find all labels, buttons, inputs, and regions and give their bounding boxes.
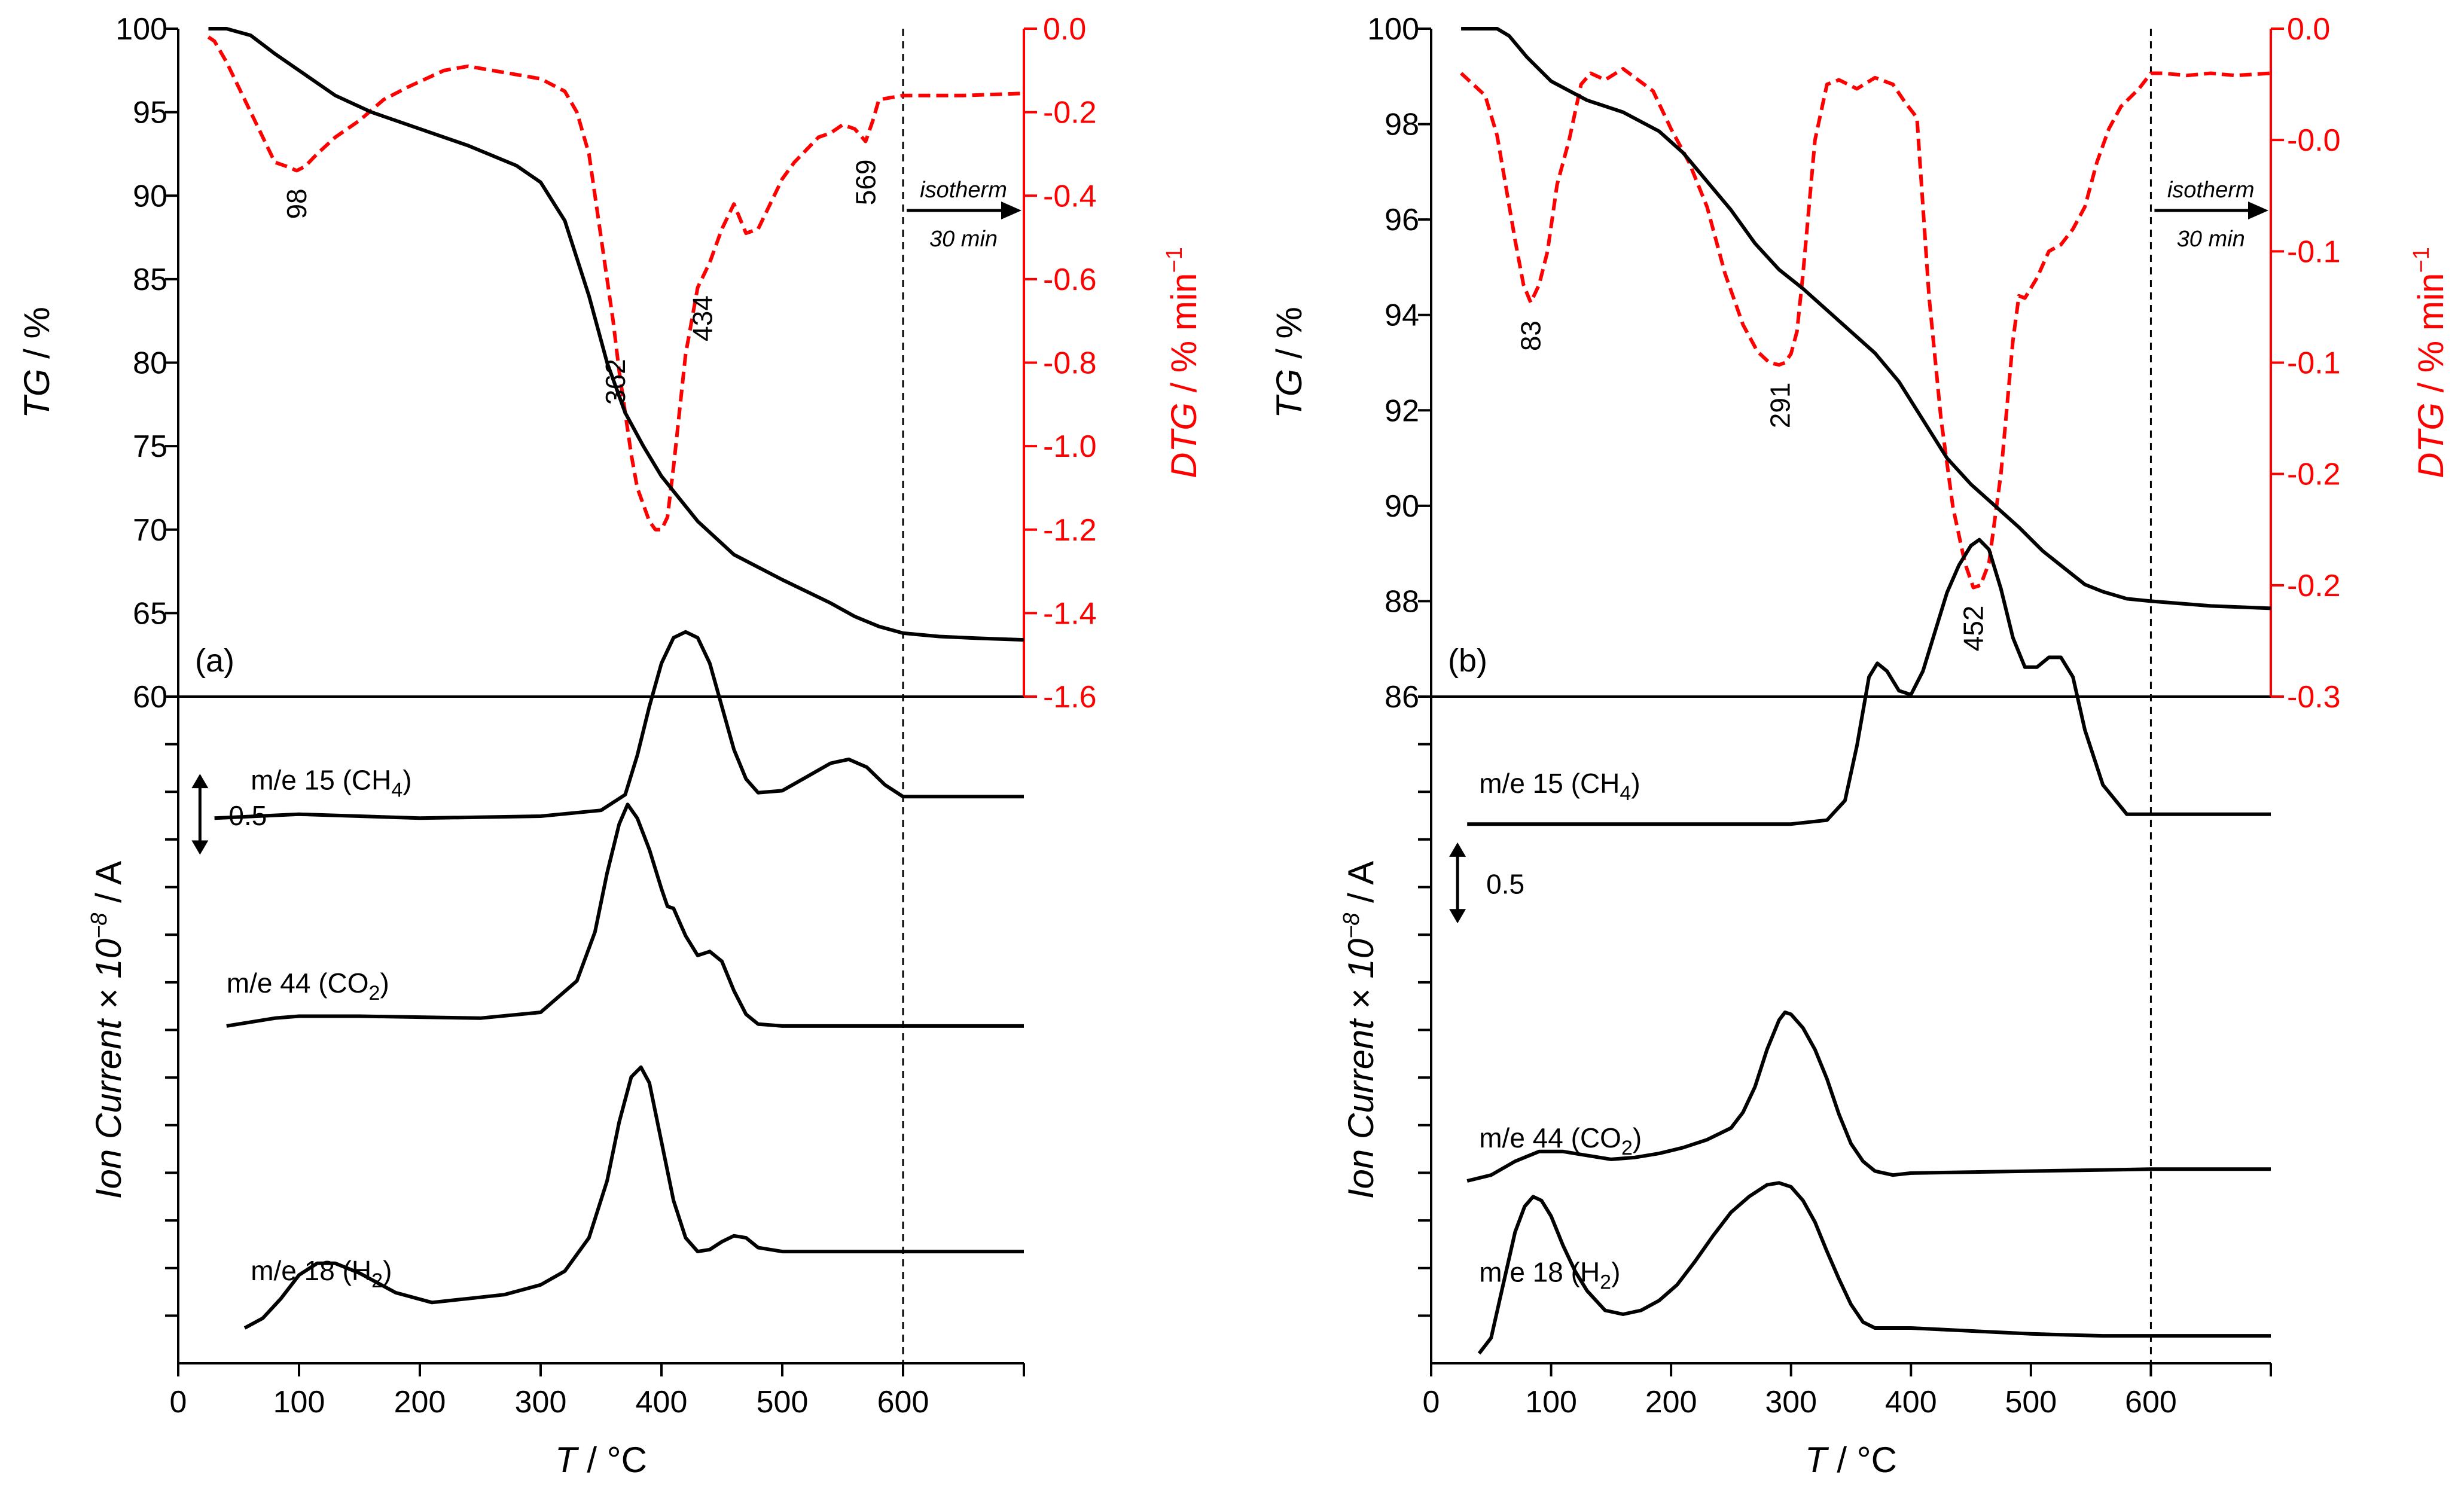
scale-bar-arrow-down xyxy=(1449,909,1466,924)
tg-tick-label: 90 xyxy=(133,179,167,213)
ms-line xyxy=(1467,538,2271,826)
tg-tick-label: 85 xyxy=(133,262,167,297)
x-tick-label: 400 xyxy=(636,1385,688,1419)
x-tick-label: 600 xyxy=(877,1385,929,1419)
scale-bar-arrow-up xyxy=(1449,842,1466,857)
ms-line xyxy=(1477,1181,2271,1355)
tg-tick-label: 86 xyxy=(1385,680,1419,715)
ms-series-label: m/e 18 (H2) xyxy=(1479,1257,1620,1294)
tg-tick-label: 92 xyxy=(1385,393,1419,428)
ms-line xyxy=(226,802,1024,1028)
tg-tick-label: 96 xyxy=(1385,203,1419,237)
ms-series-label: m/e 44 (CO2) xyxy=(227,967,389,1005)
scale-bar-arrow-down xyxy=(191,840,209,855)
x-tick-label: 400 xyxy=(1885,1385,1937,1419)
ms-series-label: m/e 18 (H2) xyxy=(251,1255,392,1292)
dtg-peak-label: 434 xyxy=(687,295,718,341)
tg-axis-title: TG / % xyxy=(1269,307,1309,419)
dtg-tick-label: -0.1 xyxy=(2287,346,2341,381)
dtg-peak-label: 452 xyxy=(1958,606,1989,652)
isotherm-duration: 30 min xyxy=(2177,227,2245,252)
isotherm-arrowhead xyxy=(1001,202,1021,219)
panel-b: 0 100 200 300 400 500 600 T / °C 86 88 90 92 94 96 98 1… xyxy=(1269,12,2451,1480)
isotherm-arrowhead xyxy=(2248,202,2268,219)
x-axis-title: T / °C xyxy=(555,1440,647,1480)
tg-tick-label: 100 xyxy=(115,12,167,47)
dtg-peak-label: 291 xyxy=(1765,382,1796,428)
tg-line xyxy=(1461,27,2271,610)
tg-tick-label: 100 xyxy=(1367,12,1419,47)
ms-line xyxy=(1466,1011,2271,1183)
dtg-line xyxy=(1460,67,2271,590)
tg-tick-label: 65 xyxy=(133,596,167,631)
x-tick-label: 200 xyxy=(394,1385,446,1419)
ms-series-label: m/e 15 (CH4) xyxy=(1479,768,1640,805)
dtg-tick-label: 0.0 xyxy=(1043,12,1086,47)
dtg-peak-label: 83 xyxy=(1515,320,1546,351)
tg-tick-label: 60 xyxy=(133,680,167,715)
dtg-axis-title: DTG / % min−1 xyxy=(2409,247,2451,478)
tg-tick-label: 95 xyxy=(133,96,167,130)
tg-tick-label: 88 xyxy=(1385,584,1419,619)
dtg-tick-label: -1.4 xyxy=(1043,596,1097,631)
x-tick-label: 600 xyxy=(2125,1385,2177,1419)
panel-a: 0 100 200 300 400 500 600 T / °C 60 65 70 75 80 85 90 9… xyxy=(17,12,1204,1480)
tg-tick-label: 90 xyxy=(1385,489,1419,524)
dtg-tick-label: -0.6 xyxy=(1043,262,1097,297)
ion-current-axis-title: Ion Current × 10−8 / A xyxy=(87,861,129,1199)
x-tick-label: 0 xyxy=(1423,1385,1440,1419)
x-tick-label: 200 xyxy=(1645,1385,1697,1419)
dtg-tick-label: -1.0 xyxy=(1043,429,1097,464)
dtg-tick-label: -0.8 xyxy=(1043,346,1097,381)
isotherm-duration: 30 min xyxy=(929,227,998,252)
x-tick-label: 0 xyxy=(170,1385,187,1419)
tg-tick-label: 98 xyxy=(1385,108,1419,142)
scale-bar-label: 0.5 xyxy=(1486,869,1524,900)
dtg-peak-label: 362 xyxy=(600,359,631,405)
dtg-tick-label: -0.1 xyxy=(2287,234,2341,269)
dtg-tick-label: -0.2 xyxy=(1043,96,1097,130)
x-tick-label: 500 xyxy=(2005,1385,2057,1419)
x-axis-title: T / °C xyxy=(1805,1440,1897,1480)
dtg-peak-label: 98 xyxy=(281,188,312,219)
panel-label: (b) xyxy=(1448,643,1487,679)
tg-tick-label: 80 xyxy=(133,346,167,381)
x-tick-label: 300 xyxy=(515,1385,567,1419)
ms-line xyxy=(214,630,1024,820)
scale-bar-arrow-up xyxy=(191,774,209,789)
ms-series-label: m/e 44 (CO2) xyxy=(1479,1122,1642,1159)
dtg-tick-label: -1.2 xyxy=(1043,513,1097,548)
ion-current-axis-title: Ion Current × 10−8 / A xyxy=(1339,861,1381,1199)
x-tick-label: 500 xyxy=(757,1385,809,1419)
tg-tick-label: 94 xyxy=(1385,298,1419,333)
dtg-peak-label: 569 xyxy=(850,159,881,205)
dtg-tick-label: -0.2 xyxy=(2287,457,2341,492)
dtg-tick-label: -0.3 xyxy=(2287,680,2341,715)
tg-axis-title: TG / % xyxy=(17,307,57,419)
x-tick-label: 100 xyxy=(1525,1385,1577,1419)
dtg-line xyxy=(207,35,1024,532)
ms-line xyxy=(243,1065,1024,1330)
scale-bar-label: 0.5 xyxy=(228,800,267,831)
dtg-tick-label: -1.6 xyxy=(1043,680,1097,715)
dtg-axis-title: DTG / % min−1 xyxy=(1162,247,1204,478)
ms-series-label: m/e 15 (CH4) xyxy=(251,764,411,801)
panel-label: (a) xyxy=(195,643,234,679)
tg-tick-label: 75 xyxy=(133,429,167,464)
x-tick-label: 100 xyxy=(273,1385,325,1419)
dtg-tick-label: -0.4 xyxy=(1043,179,1097,213)
tg-tick-label: 70 xyxy=(133,513,167,548)
isotherm-label: isotherm xyxy=(920,178,1007,203)
dtg-tick-label: -0.0 xyxy=(2287,123,2341,158)
tg-line xyxy=(208,27,1024,642)
x-tick-label: 300 xyxy=(1765,1385,1817,1419)
dtg-tick-label: -0.2 xyxy=(2287,569,2341,603)
dtg-tick-label: 0.0 xyxy=(2287,12,2330,47)
isotherm-label: isotherm xyxy=(2167,178,2255,203)
